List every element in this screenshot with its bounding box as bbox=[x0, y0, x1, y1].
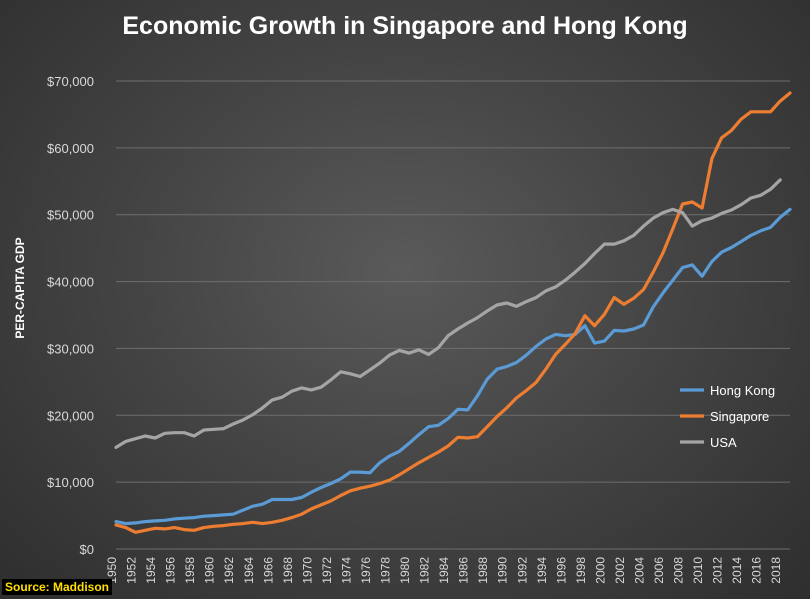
y-tick-label: $10,000 bbox=[47, 475, 94, 490]
x-tick-label: 1976 bbox=[359, 557, 373, 584]
legend: Hong Kong Singapore USA bbox=[680, 383, 775, 450]
x-tick-label: 2000 bbox=[593, 557, 607, 584]
x-tick-label: 1992 bbox=[515, 557, 529, 584]
x-tick-label: 1966 bbox=[261, 557, 275, 584]
series-line-singapore bbox=[114, 91, 792, 534]
x-tick-label: 1972 bbox=[320, 557, 334, 584]
x-tick-label: 1952 bbox=[125, 557, 139, 584]
x-tick-label: 1990 bbox=[496, 557, 510, 584]
y-tick-label: $30,000 bbox=[47, 341, 94, 356]
y-tick-label: $60,000 bbox=[47, 141, 94, 156]
x-tick-label: 1968 bbox=[281, 557, 295, 584]
x-tick-label: 1950 bbox=[105, 557, 119, 584]
x-tick-label: 2010 bbox=[691, 557, 705, 584]
series-line-usa bbox=[114, 178, 782, 449]
series-lines bbox=[114, 91, 792, 534]
x-tick-label: 2014 bbox=[730, 557, 744, 584]
x-tick-label: 2012 bbox=[711, 557, 725, 584]
x-tick-label: 2008 bbox=[672, 557, 686, 584]
legend-label: Hong Kong bbox=[710, 383, 775, 398]
x-tick-label: 2016 bbox=[750, 557, 764, 584]
x-axis-ticks: 1950 1952 1954 1956 1958 1960 1962 1964 1966 1968… bbox=[105, 557, 783, 584]
y-axis-label: PER-CAPITA GDP bbox=[13, 237, 27, 338]
x-tick-label: 1982 bbox=[418, 557, 432, 584]
gridlines bbox=[116, 80, 790, 550]
legend-label: USA bbox=[710, 435, 737, 450]
y-tick-label: $50,000 bbox=[47, 208, 94, 223]
x-tick-label: 1974 bbox=[339, 557, 353, 584]
y-tick-label: $20,000 bbox=[47, 408, 94, 423]
x-tick-label: 1954 bbox=[144, 557, 158, 584]
x-tick-label: 1960 bbox=[203, 557, 217, 584]
x-tick-label: 2018 bbox=[769, 557, 783, 584]
y-axis-ticks: $0 $10,000 $20,000 $30,000 $40,000 $50,000 $60… bbox=[47, 74, 94, 557]
series-line-hong-kong bbox=[114, 207, 792, 526]
x-tick-label: 1970 bbox=[300, 557, 314, 584]
x-tick-label: 1988 bbox=[476, 557, 490, 584]
x-tick-label: 2004 bbox=[632, 557, 646, 584]
x-tick-label: 1994 bbox=[535, 557, 549, 584]
x-tick-label: 1956 bbox=[164, 557, 178, 584]
x-tick-label: 2002 bbox=[613, 557, 627, 584]
source-label: Source: Maddison bbox=[2, 579, 113, 595]
x-tick-label: 1984 bbox=[437, 557, 451, 584]
x-tick-label: 1964 bbox=[242, 557, 256, 584]
x-tick-label: 2006 bbox=[652, 557, 666, 584]
legend-label: Singapore bbox=[710, 409, 769, 424]
x-tick-label: 1986 bbox=[457, 557, 471, 584]
x-tick-label: 1978 bbox=[379, 557, 393, 584]
y-tick-label: $40,000 bbox=[47, 275, 94, 290]
x-tick-label: 1996 bbox=[554, 557, 568, 584]
x-tick-label: 1998 bbox=[574, 557, 588, 584]
y-tick-label: $0 bbox=[80, 542, 94, 557]
x-tick-label: 1980 bbox=[398, 557, 412, 584]
x-tick-label: 1958 bbox=[183, 557, 197, 584]
x-tick-label: 1962 bbox=[222, 557, 236, 584]
chart-title: Economic Growth in Singapore and Hong Ko… bbox=[122, 12, 687, 40]
y-tick-label: $70,000 bbox=[47, 74, 94, 89]
